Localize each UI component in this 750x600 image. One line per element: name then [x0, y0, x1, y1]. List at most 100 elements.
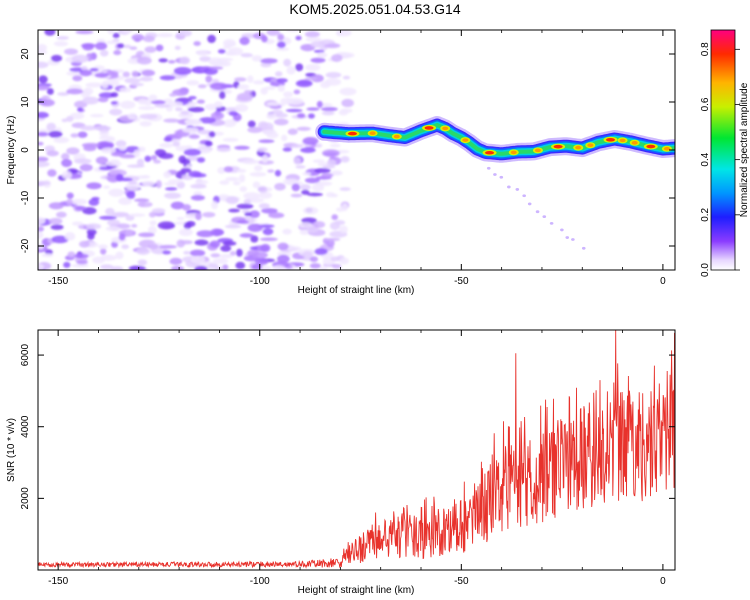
heatmap-noise-cell [277, 254, 290, 263]
heatmap-noise-cell [298, 222, 312, 227]
heatmap-noise-cell [112, 32, 120, 39]
heatmap-noise-cell [48, 217, 63, 225]
heatmap-noise-cell [247, 197, 265, 203]
heatmap-noise-cell [95, 156, 109, 165]
heatmap-noise-cell [262, 228, 274, 236]
heatmap-xtick-label: -150 [48, 276, 68, 287]
heatmap-noise-cell [149, 220, 157, 226]
heatmap-ridge-peak [663, 146, 670, 151]
heatmap-noise-cell [251, 251, 268, 259]
heatmap-noise-cell [83, 145, 97, 152]
heatmap-noise-cell [131, 223, 138, 228]
heatmap-ridge-peak [619, 138, 626, 143]
heatmap-tail-dot [535, 210, 540, 214]
heatmap-noise-cell [106, 40, 117, 45]
heatmap-noise-cell [261, 35, 268, 43]
heatmap-noise-cell [339, 87, 357, 96]
heatmap-noise-cell [212, 258, 229, 264]
heatmap-noise-cell [120, 100, 136, 109]
colorbar: 0.0 0.2 0.4 0.6 0.8 Normalized spectral ampl… [700, 29, 750, 277]
heatmap-noise-cell [70, 133, 79, 138]
heatmap-noise-cell [158, 244, 177, 249]
heatmap-noise-cell [133, 149, 141, 158]
heatmap-noise-cell [98, 244, 108, 250]
heatmap-noise-cell [205, 75, 213, 83]
heatmap-ridge-peak [605, 138, 615, 142]
heatmap-noise-cell [194, 265, 208, 270]
snr-ytick-label: 6000 [20, 344, 31, 367]
heatmap-ridge-peak [553, 144, 563, 149]
heatmap-noise-cell [305, 37, 322, 42]
heatmap-noise-cell [316, 100, 323, 108]
heatmap-noise-cell [189, 249, 206, 257]
heatmap-noise-cell [219, 254, 233, 259]
heatmap-noise-cell [295, 35, 302, 41]
heatmap-noise-cell [99, 215, 117, 220]
heatmap-noise-cell [94, 125, 112, 131]
heatmap-noise-cell [323, 43, 340, 49]
heatmap-noise-cell [141, 175, 151, 179]
heatmap-noise-cell [144, 155, 152, 162]
heatmap-noise-cell [94, 42, 108, 51]
heatmap-noise-cell [144, 46, 157, 53]
heatmap-noise-cell [190, 194, 205, 201]
heatmap-noise-cell [38, 216, 46, 225]
heatmap-noise-cell [249, 172, 267, 177]
heatmap-noise-cell [338, 109, 349, 116]
colorbar-label: Normalized spectral amplitude [739, 82, 750, 217]
heatmap-noise-cell [190, 255, 206, 264]
heatmap-noise-cell [150, 155, 158, 161]
heatmap-noise-cell [98, 166, 112, 171]
heatmap-noise-cell [247, 75, 254, 83]
heatmap-noise-cell [110, 152, 124, 157]
heatmap-noise-cell [131, 70, 139, 77]
heatmap-tail-dot [560, 228, 564, 232]
heatmap-noise-cell [296, 113, 306, 119]
heatmap-noise-cell [90, 113, 104, 118]
heatmap-noise-cell [100, 254, 117, 261]
heatmap-noise-cell [307, 113, 315, 119]
heatmap-noise-cell [296, 126, 311, 131]
heatmap-noise-cell [293, 157, 301, 165]
heatmap-noise-cell [178, 155, 187, 164]
heatmap-noise-cell [295, 79, 313, 88]
heatmap-noise-cell [193, 41, 201, 46]
heatmap-noise-cell [180, 110, 190, 115]
heatmap-noise-cell [44, 30, 56, 36]
heatmap-xtick-label: -100 [250, 276, 270, 287]
heatmap-noise-cell [291, 144, 304, 148]
heatmap-noise-cell [159, 75, 176, 81]
heatmap-noise-cell [321, 172, 334, 178]
heatmap-noise-cell [313, 49, 325, 54]
heatmap-noise-cell [188, 95, 197, 100]
heatmap-noise-cell [176, 216, 185, 221]
heatmap-noise-cell [91, 196, 100, 201]
heatmap-noise-cell [98, 135, 115, 141]
heatmap-noise-cell [302, 251, 313, 259]
heatmap-noise-cell [313, 221, 326, 229]
colorbar-tick-label: 0.6 [700, 97, 711, 111]
heatmap-noise-cell [110, 101, 118, 105]
heatmap-noise-cell [216, 147, 231, 153]
heatmap-noise-cell [172, 141, 181, 147]
heatmap-ridge-peak [646, 144, 656, 149]
heatmap-noise-cell [300, 147, 316, 153]
heatmap-noise-cell [260, 243, 271, 253]
heatmap-noise-cell [66, 88, 84, 95]
heatmap-noise-cell [339, 225, 348, 234]
heatmap-noise-cell [38, 264, 44, 270]
heatmap-noise-cell [142, 35, 155, 43]
heatmap-noise-cell [331, 54, 343, 62]
heatmap-noise-cell [147, 243, 159, 250]
heatmap-noise-cell [89, 67, 99, 72]
heatmap-noise-cell [46, 150, 59, 157]
heatmap-noise-cell [243, 198, 252, 205]
heatmap-noise-cell [186, 220, 196, 227]
heatmap-noise-cells [38, 30, 357, 270]
heatmap-ridge-peak [575, 145, 582, 150]
heatmap-noise-cell [169, 257, 183, 265]
heatmap-noise-cell [76, 260, 88, 265]
heatmap-tail-dot [542, 215, 547, 219]
heatmap-noise-cell [291, 183, 301, 192]
